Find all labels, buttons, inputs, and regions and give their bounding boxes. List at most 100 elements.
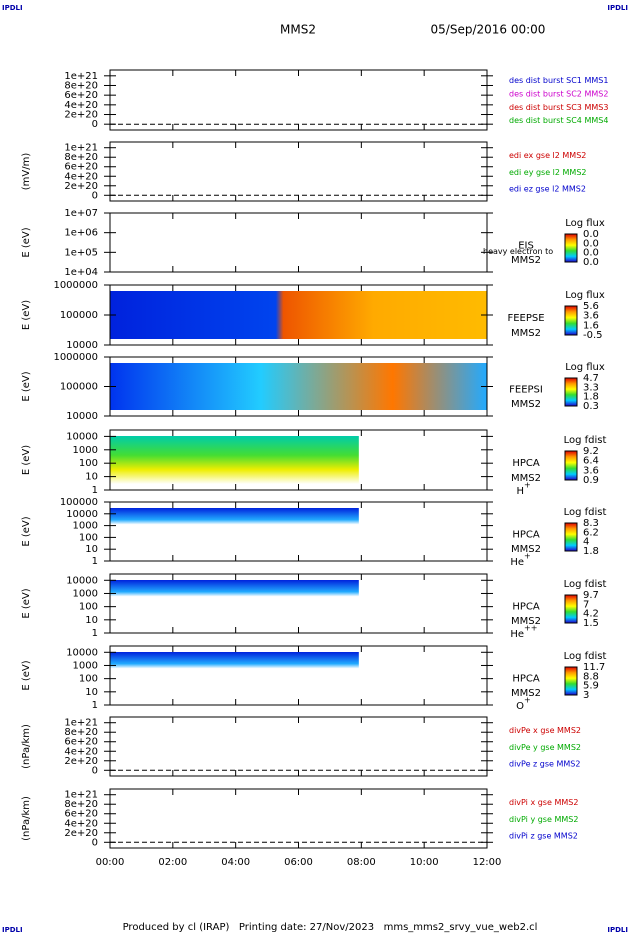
- colorbar-tick-label: 0.0: [583, 238, 599, 249]
- colorbar-tick-label: 6.2: [583, 527, 599, 538]
- panel-frame: [109, 141, 488, 202]
- colorbar-tick-label: 3.3: [583, 382, 599, 393]
- species: O: [516, 701, 524, 712]
- colorbar-title: Log flux: [565, 290, 605, 301]
- colorbar-tick-label: 8.3: [583, 518, 599, 529]
- y-tick-label: 10000: [66, 509, 98, 520]
- colorbar-tick-label: 1.6: [583, 320, 599, 331]
- panel-label: FEEPSE: [507, 313, 544, 324]
- legend-entry: divPi y gse MMS2: [509, 815, 578, 824]
- colorbar-tick-label: 5.9: [583, 681, 599, 692]
- colorbar-title: Log fdist: [564, 579, 607, 590]
- y-tick-label: 1: [92, 628, 98, 639]
- y-tick-label: 1000000: [53, 352, 98, 363]
- colorbar-title: Log fdist: [564, 651, 607, 662]
- legend-entry: des dist burst SC2 MMS2: [509, 90, 608, 99]
- footer: Produced by cl (IRAP) Printing date: 27/…: [123, 922, 538, 933]
- x-tick-label: 12:00: [473, 857, 502, 868]
- y-tick-label: 4e+20: [64, 746, 98, 757]
- y-tick-label: 0: [92, 765, 98, 776]
- colorbar-tick-label: 5.6: [583, 301, 599, 312]
- x-tick-label: 10:00: [410, 857, 439, 868]
- colorbar-tick-label: 3: [583, 690, 589, 701]
- panel-label: EIS: [518, 240, 534, 251]
- y-tick-label: 4e+20: [64, 171, 98, 182]
- corner-label: IPDLI: [607, 926, 628, 934]
- colorbar-tick-label: 0.0: [583, 257, 599, 268]
- legend-entry: edi ey gse l2 MMS2: [509, 168, 587, 177]
- colorbar-tick-label: 1.8: [583, 392, 599, 403]
- species-charge: +: [524, 552, 531, 561]
- plot-date: 05/Sep/2016 00:00: [431, 23, 546, 37]
- legend-entry: divPi x gse MMS2: [509, 798, 578, 807]
- colorbar-tick-label: 4.2: [583, 609, 599, 620]
- colorbar-tick-label: 8.8: [583, 671, 599, 682]
- y-tick-label: 6e+20: [64, 737, 98, 748]
- colorbar: [564, 666, 578, 696]
- y-tick-label: 1000000: [53, 280, 98, 291]
- colorbar: [564, 522, 578, 552]
- y-tick-label: 2e+20: [64, 756, 98, 767]
- y-tick-label: 1e+21: [64, 143, 98, 154]
- y-axis-label: (mV/m): [21, 153, 32, 191]
- y-tick-label: 10000: [66, 575, 98, 586]
- y-tick-label: 10: [85, 544, 98, 555]
- x-tick-label: 02:00: [158, 857, 187, 868]
- spectrogram-image: [110, 580, 359, 627]
- y-tick-label: 6e+20: [64, 809, 98, 820]
- colorbar-title: Log flux: [565, 218, 605, 229]
- x-tick-label: 08:00: [347, 857, 376, 868]
- panel-label: MMS2: [511, 328, 541, 339]
- colorbar-tick-label: 1.8: [583, 546, 599, 557]
- y-tick-label: 10000: [66, 647, 98, 658]
- y-tick-label: 1e+07: [64, 208, 98, 219]
- panel-label: MMS2: [511, 544, 541, 555]
- y-tick-label: 10: [85, 615, 98, 626]
- spectrogram-image: [110, 508, 359, 555]
- y-tick-label: 100: [79, 458, 98, 469]
- y-tick-label: 6e+20: [64, 90, 98, 101]
- y-tick-label: 100: [79, 532, 98, 543]
- y-tick-label: 2e+20: [64, 828, 98, 839]
- y-axis-label: (nPa/km): [21, 724, 32, 769]
- colorbar: [564, 594, 578, 624]
- species: H: [516, 486, 524, 497]
- colorbar: [564, 305, 578, 336]
- y-tick-label: 8e+20: [64, 727, 98, 738]
- colorbar: [564, 233, 578, 263]
- colorbar-tick-label: 4: [583, 537, 589, 548]
- y-tick-label: 100000: [60, 310, 98, 321]
- species: He: [510, 557, 524, 568]
- colorbar-tick-label: 9.2: [583, 446, 599, 457]
- y-tick-label: 1e+21: [64, 71, 98, 82]
- panel-label: MMS2: [511, 399, 541, 410]
- spectrogram-image: [110, 652, 359, 699]
- y-axis-label: E (eV): [21, 660, 32, 690]
- legend-entry: des dist burst SC4 MMS4: [509, 116, 608, 125]
- species-charge: +: [524, 481, 531, 490]
- y-tick-label: 0: [92, 119, 98, 130]
- panel-label: MMS2: [511, 616, 541, 627]
- panel-note: heavy electron to: [483, 247, 553, 256]
- y-tick-label: 1000: [73, 521, 98, 532]
- legend-entry: des dist burst SC1 MMS1: [509, 76, 608, 85]
- y-tick-label: 100: [79, 602, 98, 613]
- y-tick-label: 10000: [66, 340, 98, 351]
- y-axis-label: E (eV): [21, 300, 32, 330]
- panel-label: MMS2: [511, 473, 541, 484]
- species-charge: +: [524, 696, 531, 705]
- panel-frame: [109, 212, 488, 273]
- legend-entry: edi ez gse l2 MMS2: [509, 185, 586, 194]
- legend-entry: divPe y gse MMS2: [509, 743, 581, 752]
- y-axis-label: E (eV): [21, 227, 32, 257]
- y-axis-label: (nPa/km): [21, 796, 32, 841]
- y-tick-label: 1e+05: [64, 247, 98, 258]
- colorbar: [564, 377, 578, 407]
- panel-label: HPCA: [512, 458, 540, 469]
- y-tick-label: 1e+04: [64, 267, 98, 278]
- y-tick-label: 0: [92, 837, 98, 848]
- colorbar-tick-label: 3.6: [583, 465, 599, 476]
- y-tick-label: 100: [79, 674, 98, 685]
- plot-title: MMS2: [280, 23, 316, 37]
